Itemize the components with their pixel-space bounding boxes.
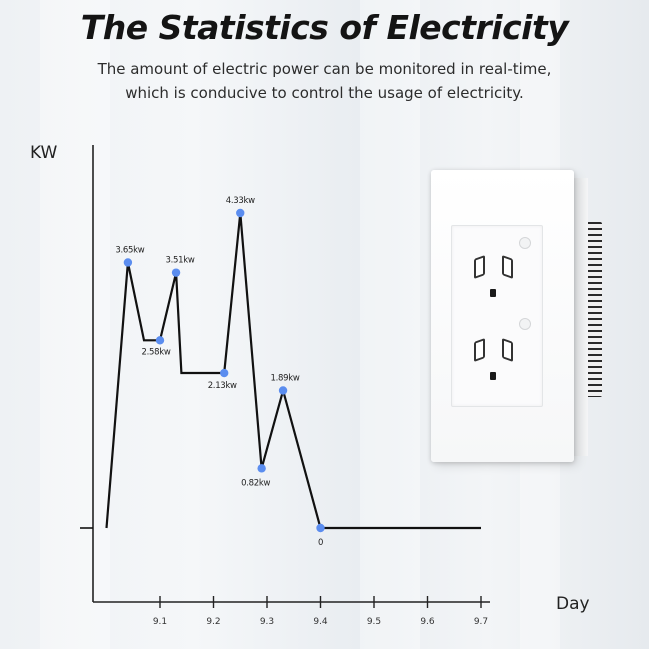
x-tick-label: 9.7 — [474, 617, 488, 627]
socket-face — [451, 225, 543, 407]
data-label: 2.58kw — [141, 347, 170, 357]
data-point-marker — [155, 336, 165, 345]
data-point-marker — [220, 368, 229, 378]
data-label: 1.89kw — [271, 374, 300, 384]
subtitle-line-1: The amount of electric power can be moni… — [97, 60, 552, 78]
data-point-marker — [123, 258, 133, 267]
data-label: 0.82kw — [241, 478, 270, 488]
data-point-marker — [171, 268, 181, 277]
data-point-marker — [257, 464, 266, 473]
outlet-ground-hole — [490, 372, 496, 380]
outlet-slot-left — [474, 337, 485, 363]
socket-indicator-light — [519, 237, 531, 249]
outlet-upper — [470, 254, 522, 307]
data-point-marker — [316, 523, 325, 533]
x-tick-label: 9.5 — [367, 617, 381, 627]
x-tick-label: 9.6 — [420, 617, 435, 627]
x-tick-label: 9.4 — [313, 617, 328, 627]
power-series-line — [105, 212, 481, 530]
data-label: 2.13kw — [208, 381, 237, 391]
y-axis-label: KW — [30, 143, 58, 163]
x-tick-label: 9.3 — [260, 617, 274, 627]
data-label: 3.65kw — [115, 245, 144, 255]
data-label: 0 — [318, 538, 323, 548]
outlet-slot-right — [502, 254, 513, 280]
subtitle-line-2: which is conducive to control the usage … — [125, 84, 524, 102]
socket-side-edge — [574, 178, 588, 456]
data-label: 3.51kw — [166, 256, 195, 266]
data-label: 4.33kw — [226, 196, 255, 206]
x-axis-label: Day — [556, 594, 590, 614]
outlet-slot-left — [474, 254, 485, 280]
x-tick-label: 9.1 — [153, 617, 167, 627]
data-point-marker — [278, 386, 288, 395]
outlet-slot-right — [502, 337, 513, 363]
x-tick-label: 9.2 — [206, 617, 220, 627]
outlet-ground-hole — [490, 289, 496, 297]
outlet-lower — [470, 337, 522, 390]
socket-indicator-light-2 — [519, 318, 531, 330]
socket-cooling-fins — [584, 222, 602, 397]
page-title: The Statistics of Electricity — [80, 8, 569, 47]
data-point-marker — [236, 208, 245, 218]
